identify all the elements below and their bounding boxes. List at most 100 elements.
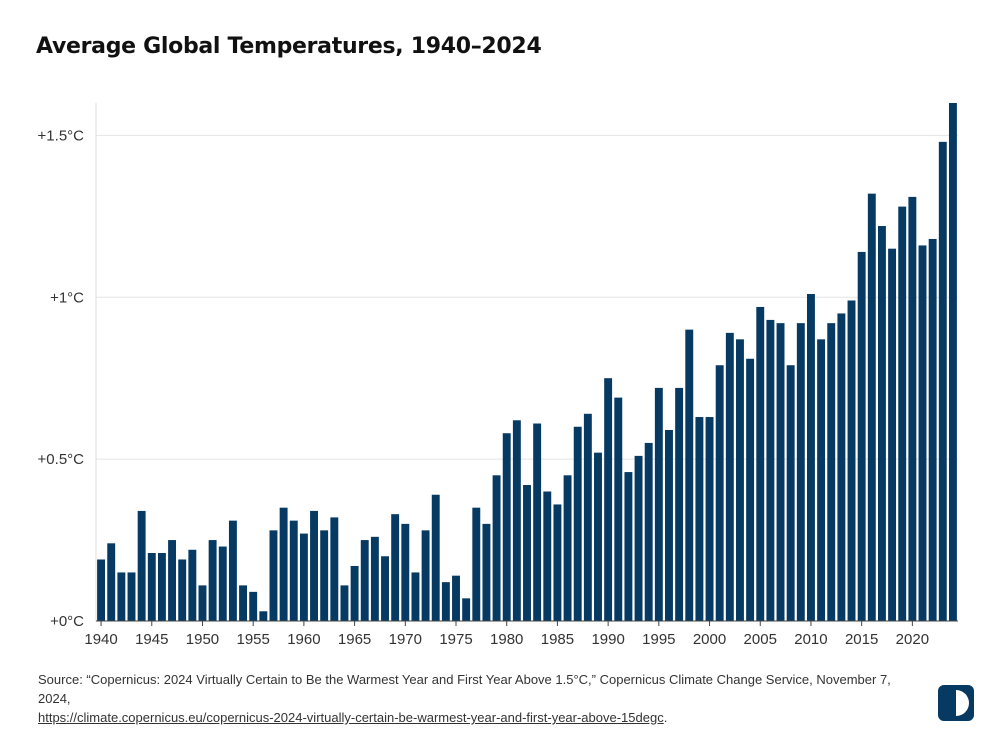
- x-tick-label: 1960: [287, 631, 320, 648]
- bar-2010: [806, 294, 815, 621]
- x-tick-label: 2015: [845, 631, 878, 648]
- bar-2008: [786, 365, 795, 621]
- chart-title: Average Global Temperatures, 1940–2024: [36, 34, 542, 59]
- bar-1979: [492, 475, 501, 621]
- source-text: Source: “Copernicus: 2024 Virtually Cert…: [38, 672, 891, 706]
- bar-1976: [462, 598, 471, 621]
- x-tick-label: 1990: [591, 631, 624, 648]
- x-tick-label: 1945: [135, 631, 168, 648]
- bar-1969: [391, 514, 400, 621]
- bar-2000: [705, 417, 714, 621]
- bar-2017: [877, 226, 886, 621]
- bar-1989: [594, 452, 602, 621]
- bar-2007: [776, 323, 785, 621]
- bar-1962: [320, 530, 329, 621]
- bar-1960: [299, 533, 308, 621]
- x-tick-label: 1940: [84, 631, 117, 648]
- bar-1994: [644, 442, 653, 621]
- bar-1954: [239, 585, 248, 621]
- bar-1999: [695, 417, 704, 621]
- bar-1946: [157, 553, 166, 621]
- bar-1965: [350, 565, 359, 621]
- bar-2023: [938, 141, 947, 621]
- bar-2015: [857, 251, 866, 622]
- x-tick-label: 1950: [186, 631, 219, 648]
- bar-1971: [411, 572, 420, 621]
- bar-1940: [97, 559, 106, 621]
- bar-1970: [401, 523, 410, 621]
- bar-1952: [218, 546, 227, 621]
- bar-1988: [583, 413, 592, 621]
- bar-1944: [137, 510, 146, 621]
- bar-1948: [178, 559, 187, 621]
- bar-1980: [502, 433, 511, 621]
- bar-2005: [756, 306, 765, 621]
- x-tick-label: 2000: [693, 631, 726, 648]
- bar-2002: [725, 332, 734, 621]
- bar-1957: [269, 530, 278, 621]
- x-tick-label: 1985: [541, 631, 574, 648]
- bar-2013: [837, 313, 846, 621]
- bar-1981: [512, 420, 521, 621]
- y-tick-label: +0.5°C: [38, 451, 85, 468]
- bar-chart: +0°C +0.5°C +1°C +1.5°C 1940 1945 1950 1955 1960…: [38, 103, 958, 648]
- bar-2019: [898, 206, 907, 621]
- bar-1967: [370, 536, 379, 621]
- bar-1961: [310, 510, 318, 621]
- bar-1997: [675, 387, 684, 621]
- bar-2018: [888, 248, 897, 621]
- bar-1943: [127, 572, 136, 621]
- bar-2020: [908, 196, 917, 621]
- y-tick-label: +0°C: [50, 613, 84, 630]
- bar-2003: [736, 339, 744, 621]
- bar-1956: [259, 611, 268, 621]
- bar-1973: [431, 494, 440, 621]
- bar-1949: [188, 549, 197, 621]
- bar-1950: [198, 585, 207, 621]
- y-tick-label: +1°C: [50, 289, 84, 306]
- bar-1985: [553, 504, 562, 621]
- source-note: Source: “Copernicus: 2024 Virtually Cert…: [38, 670, 918, 727]
- bar-1945: [147, 553, 156, 621]
- bar-2022: [928, 238, 937, 621]
- bar-1964: [340, 585, 349, 621]
- bar-1984: [543, 491, 552, 621]
- bar-2024: [948, 103, 957, 621]
- bar-1968: [381, 556, 389, 621]
- x-tick-label: 1995: [642, 631, 675, 648]
- bar-1947: [168, 540, 177, 621]
- x-tick-label: 1965: [338, 631, 371, 648]
- bar-1978: [482, 523, 491, 621]
- x-tick-label: 2010: [794, 631, 827, 648]
- x-tick-label: 2005: [744, 631, 777, 648]
- x-tick-label: 1970: [389, 631, 422, 648]
- x-tick-label: 2020: [896, 631, 929, 648]
- bar-1992: [624, 472, 633, 621]
- bar-1990: [604, 378, 613, 621]
- bar-1953: [228, 520, 237, 621]
- bar-1966: [360, 540, 369, 621]
- bar-1963: [330, 517, 339, 621]
- x-tick-label: 1980: [490, 631, 523, 648]
- bar-2009: [796, 323, 805, 621]
- bar-2004: [746, 358, 755, 621]
- bar-1975: [452, 575, 460, 621]
- bar-2012: [827, 323, 836, 621]
- bar-1974: [441, 582, 450, 621]
- bar-1942: [117, 572, 126, 621]
- bar-1995: [654, 387, 663, 621]
- y-tick-label: +1.5°C: [38, 127, 85, 144]
- bar-1941: [107, 543, 116, 621]
- bar-1955: [249, 591, 258, 621]
- source-link[interactable]: https://climate.copernicus.eu/copernicus…: [38, 710, 664, 725]
- bar-1982: [523, 485, 531, 621]
- bar-1983: [533, 423, 542, 621]
- x-tick-label: 1955: [237, 631, 270, 648]
- bar-1996: [665, 429, 673, 621]
- bar-1986: [563, 475, 572, 621]
- bar-1959: [289, 520, 298, 621]
- half-circle-logo-icon: [938, 685, 974, 721]
- bar-1977: [472, 507, 481, 621]
- bar-2016: [867, 193, 876, 621]
- bar-1998: [685, 329, 694, 621]
